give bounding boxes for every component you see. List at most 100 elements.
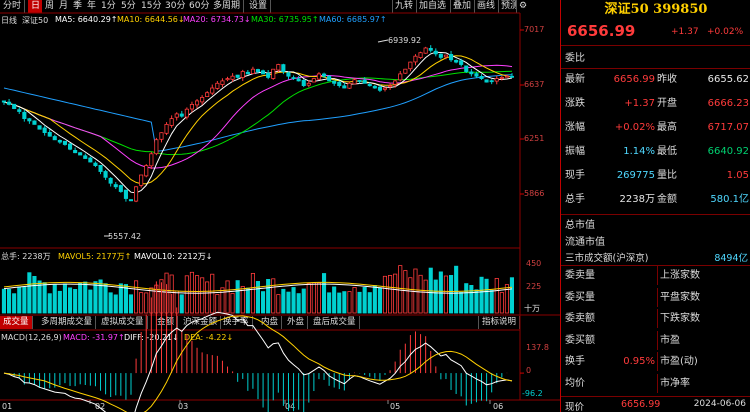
quote-key: 涨幅 — [565, 122, 585, 133]
volume-bar — [306, 283, 311, 314]
candle-body — [342, 85, 347, 89]
quote-value: 269775 — [616, 170, 655, 181]
toolbar-action-button[interactable]: 九转 — [392, 0, 416, 13]
volume-bar — [108, 292, 113, 314]
volume-bar — [7, 288, 12, 314]
quote-value: +1.37 — [624, 98, 655, 109]
candle-body — [306, 82, 311, 86]
volume-bar — [509, 277, 514, 314]
price-tick: 7017 — [524, 25, 545, 34]
breadth-key: 委卖额 — [565, 313, 595, 324]
candle-body — [291, 77, 296, 79]
quote-row: 涨幅 +0.02% 最高 6717.07 — [561, 118, 750, 137]
volume-bar — [37, 280, 42, 314]
chart-canvas[interactable] — [0, 0, 560, 412]
candle-body — [413, 55, 418, 63]
x-tick: 06 — [493, 402, 504, 411]
candle-body — [337, 81, 342, 87]
indicator-tab[interactable]: 金额 — [154, 316, 179, 329]
volume-bar — [123, 284, 129, 314]
candle-body — [149, 153, 154, 167]
indicator-tab[interactable]: 成交量 — [0, 316, 33, 329]
candle-body — [403, 68, 408, 74]
candle-body — [423, 47, 428, 54]
volume-bar — [321, 273, 327, 314]
candle-body — [62, 140, 67, 145]
volume-bar — [418, 274, 423, 314]
volume-bar — [494, 277, 499, 314]
volume-bar — [144, 292, 149, 314]
candle-body — [159, 132, 164, 140]
kline-chart-area[interactable]: 分时日周月季年 1分 5分 15分 30分 60分 多周期 设置 九转 加自选 叠加 画线 预测 ⚙ 日线… — [0, 0, 560, 412]
volume-bar — [469, 284, 474, 314]
high-annotation: 6939.92 — [388, 36, 422, 45]
volume-bar — [296, 293, 301, 314]
indicator-tab[interactable]: 内盘 — [258, 316, 283, 329]
candle-body — [32, 120, 37, 125]
volume-bar — [250, 272, 256, 314]
breadth-row: 委买量 平盘家数 — [561, 287, 750, 307]
indicator-tab[interactable]: 盘后成交量 — [310, 316, 360, 329]
quote-value: 1.05 — [726, 170, 749, 181]
toolbar-action-button[interactable]: 叠加 — [450, 0, 474, 13]
candle-body — [301, 80, 306, 87]
x-tick: 04 — [285, 402, 296, 411]
float-market-cap: 流通市值 — [565, 237, 605, 248]
gear-icon[interactable]: ⚙ — [516, 0, 530, 13]
candle-body — [189, 104, 195, 110]
volume-total: 总手: 2238万 — [1, 252, 51, 261]
quote-key: 现手 — [565, 170, 585, 181]
toolbar-action-button[interactable]: 加自选 — [416, 0, 449, 13]
weibi-label: 委比 — [565, 53, 585, 64]
volume-bar — [139, 292, 144, 314]
volume-bar — [83, 281, 88, 314]
volume-bar — [200, 277, 205, 314]
quote-row: 总手 2238万 金额 580.1亿 — [561, 190, 750, 209]
toolbar-action-button[interactable]: 画线 — [474, 0, 498, 13]
volume-bar — [479, 276, 484, 314]
breadth-row: 委买额 市盈 — [561, 330, 750, 350]
candle-body — [57, 139, 62, 143]
breadth-row: 委卖量 上涨家数 — [561, 266, 750, 285]
indicator-tab[interactable]: 虚拟成交量 — [98, 316, 148, 329]
volume-bar — [347, 291, 352, 314]
candle-body — [296, 78, 301, 82]
indicator-tab[interactable]: 换手率 — [220, 316, 253, 329]
candle-body — [7, 101, 12, 105]
candle-body — [93, 162, 98, 167]
candle-body — [194, 100, 200, 106]
volume-bar — [276, 294, 281, 314]
volume-bar — [448, 274, 454, 314]
volume-bar — [245, 287, 250, 314]
candle-body — [154, 139, 159, 155]
volume-bar — [327, 292, 332, 314]
volume-bar — [484, 278, 489, 314]
candle-body — [499, 77, 504, 79]
period-tab[interactable]: 设置 — [246, 0, 272, 13]
candle-body — [443, 54, 448, 58]
breadth-key: 均价 — [565, 377, 585, 389]
period-tab[interactable]: 分时 — [0, 0, 26, 13]
candle-body — [469, 71, 474, 75]
toolbar-action-button[interactable]: 预测 — [498, 0, 522, 13]
volume-bar — [387, 274, 393, 314]
candle-body — [174, 113, 179, 118]
indicator-tab[interactable]: 外盘 — [284, 316, 309, 329]
volume-bar — [266, 278, 271, 314]
volume-bar — [474, 289, 479, 314]
candle-body — [225, 78, 230, 81]
candle-body — [123, 189, 129, 199]
volume-bar — [179, 294, 184, 314]
indicator-tab[interactable]: 多周期成交量 — [38, 316, 97, 329]
candle-body — [169, 118, 174, 126]
indicator-tab[interactable]: 沪深金额 — [180, 316, 222, 329]
volume-bar — [443, 275, 448, 314]
candle-body — [454, 60, 459, 63]
breadth-row: 换手 0.95% 市盈(动) — [561, 352, 750, 371]
period-tab[interactable]: 多周期 — [210, 0, 245, 13]
volume-bar — [271, 278, 276, 314]
quote-value: 580.1亿 — [710, 194, 749, 205]
candle-body — [88, 157, 93, 163]
candle-body — [428, 48, 433, 51]
volume-bar — [194, 275, 200, 314]
